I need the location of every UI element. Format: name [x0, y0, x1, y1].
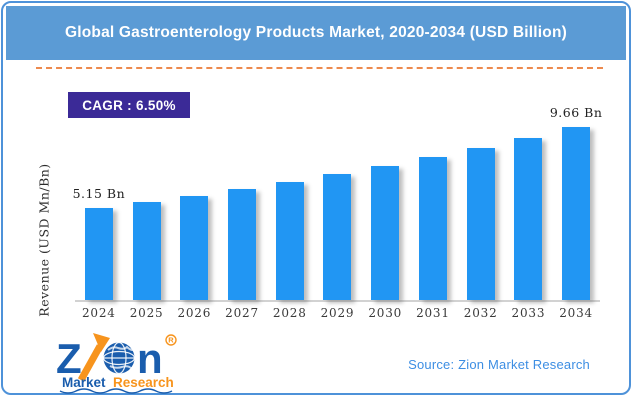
cagr-badge: CAGR : 6.50% — [68, 92, 190, 118]
x-tick-label-2026: 2026 — [177, 306, 212, 320]
bar-slot-2034: 9.66 Bn 2034 — [550, 105, 602, 320]
x-tick-label-2024: 2024 — [81, 306, 116, 320]
bar-2031 — [418, 157, 447, 300]
zion-market-research-logo: Z n R Market Research — [56, 333, 177, 394]
bar-2033 — [514, 138, 543, 300]
bar-slot-2030: 2030 — [361, 112, 409, 320]
bar-2025 — [132, 202, 161, 300]
bar-2029 — [323, 174, 352, 300]
x-tick-label-2030: 2030 — [368, 306, 403, 320]
bar-slot-2027: 2027 — [218, 112, 266, 320]
bar-2026 — [180, 196, 209, 300]
svg-text:R: R — [168, 336, 174, 345]
bar-2034 — [562, 127, 591, 300]
bar-2027 — [228, 189, 257, 300]
logo-market-text: Market — [62, 375, 106, 390]
header-band: Global Gastroenterology Products Market,… — [6, 6, 626, 60]
x-tick-label-2034: 2034 — [559, 306, 593, 320]
bar-slot-2031: 2031 — [409, 112, 457, 320]
logo-letter-n: n — [137, 335, 163, 382]
bar-slot-2028: 2028 — [266, 112, 314, 320]
bar-slot-2033: 2033 — [505, 112, 553, 320]
page-title: Global Gastroenterology Products Market,… — [64, 24, 568, 41]
bar-slot-2024: 5.15 Bn 2024 — [72, 112, 126, 320]
logo-wave-underline — [59, 388, 173, 394]
x-tick-label-2029: 2029 — [320, 306, 355, 320]
x-tick-label-2025: 2025 — [129, 306, 164, 320]
bar-slot-2026: 2026 — [170, 112, 218, 320]
bar-2028 — [275, 182, 304, 300]
x-tick-label-2032: 2032 — [463, 306, 498, 320]
bar-2024 — [84, 208, 113, 300]
registered-mark-icon: R — [165, 334, 177, 346]
point-label-2024: 5.15 Bn — [72, 186, 126, 201]
x-tick-label-2033: 2033 — [511, 306, 546, 320]
plot-area: 5.15 Bn 2024 2025 2026 2027 2028 2029 2030 2031 2… — [72, 105, 602, 320]
cagr-badge-label: CAGR : 6.50% — [82, 97, 176, 113]
x-tick-label-2028: 2028 — [272, 306, 307, 320]
bar-2032 — [466, 148, 495, 300]
logo-research-text: Research — [113, 375, 174, 390]
growth-arrow-icon — [77, 333, 110, 382]
logo-letter-z: Z — [56, 335, 82, 382]
source-attribution: Source: Zion Market Research — [408, 357, 590, 372]
bar-slot-2025: 2025 — [123, 112, 171, 320]
point-label-2034: 9.66 Bn — [549, 105, 603, 120]
x-tick-label-2031: 2031 — [416, 306, 450, 320]
bar-slot-2032: 2032 — [457, 112, 505, 320]
y-axis-label: Revenue (USD Mn/Bn) — [36, 163, 52, 317]
x-tick-label-2027: 2027 — [225, 306, 259, 320]
dashed-separator — [36, 67, 603, 69]
bar-2030 — [371, 166, 400, 300]
globe-icon — [102, 341, 136, 375]
bar-slot-2029: 2029 — [314, 112, 362, 320]
